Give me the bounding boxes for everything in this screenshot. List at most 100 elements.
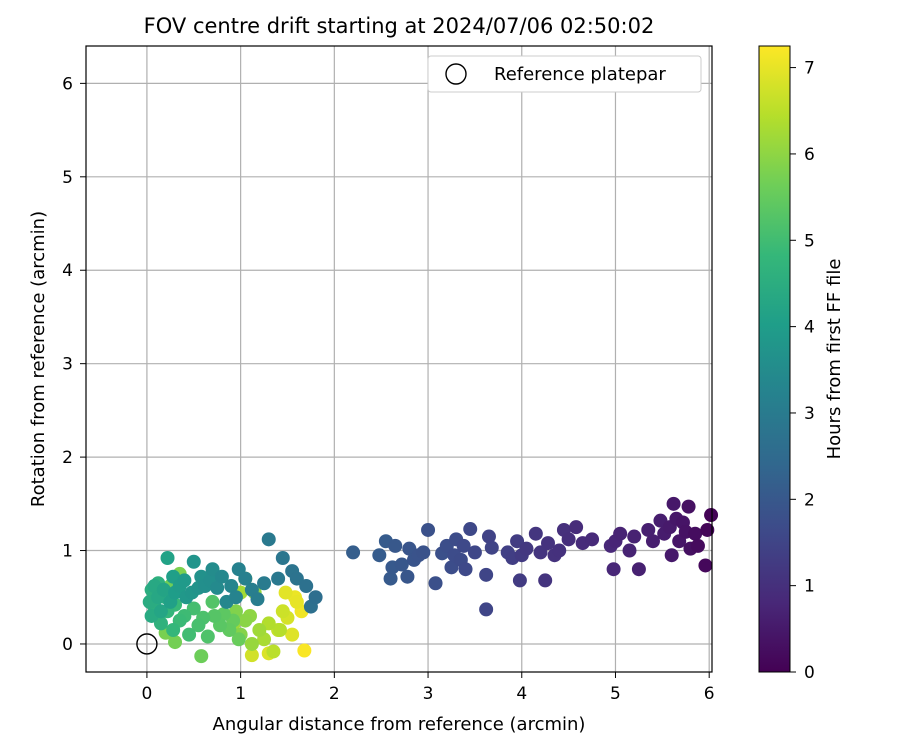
data-point	[261, 532, 276, 547]
data-point	[481, 529, 496, 544]
data-point	[428, 576, 443, 591]
x-axis-ticks: 0 1 2 3 4 5 6	[141, 672, 715, 704]
colorbar-tick-label: 5	[804, 231, 815, 251]
data-point	[207, 608, 222, 623]
data-point	[700, 522, 715, 537]
data-point	[458, 562, 473, 577]
data-point	[156, 582, 171, 597]
data-point	[510, 534, 525, 549]
colorbar-tick-label: 3	[804, 404, 815, 424]
data-point	[205, 562, 220, 577]
data-point	[533, 545, 548, 560]
data-point	[278, 585, 293, 600]
data-point	[479, 567, 494, 582]
data-point	[512, 573, 527, 588]
data-point	[186, 601, 201, 616]
x-tick-label: 0	[141, 684, 152, 704]
data-point	[645, 534, 660, 549]
data-point	[541, 536, 556, 551]
data-point	[271, 571, 286, 586]
data-point	[285, 627, 300, 642]
data-point	[528, 526, 543, 541]
y-axis-ticks: 0 1 2 3 4 5 6	[62, 74, 86, 655]
y-axis-label: Rotation from reference (arcmin)	[28, 211, 49, 507]
data-point	[210, 580, 225, 595]
data-point	[627, 529, 642, 544]
colorbar-tick-label: 2	[804, 490, 815, 510]
data-point	[228, 590, 243, 605]
data-point	[704, 508, 719, 523]
y-tick-label: 3	[62, 355, 73, 375]
x-tick-label: 4	[516, 684, 527, 704]
data-point	[272, 622, 287, 637]
y-tick-label: 0	[62, 635, 73, 655]
x-tick-label: 1	[235, 684, 246, 704]
data-point	[166, 622, 181, 637]
data-point	[250, 592, 265, 607]
y-tick-label: 1	[62, 542, 73, 562]
legend-box	[427, 55, 702, 93]
reference-marker	[136, 633, 158, 655]
colorbar-gradient	[758, 45, 791, 673]
data-point	[456, 538, 471, 553]
data-point	[252, 622, 267, 637]
data-point	[463, 522, 478, 537]
data-point	[519, 541, 534, 556]
x-axis-label: Angular distance from reference (arcmin)	[213, 714, 586, 735]
data-point	[346, 545, 361, 560]
data-point	[388, 538, 403, 553]
data-point	[613, 526, 628, 541]
data-point	[372, 548, 387, 563]
data-point	[244, 636, 259, 651]
y-tick-label: 5	[62, 168, 73, 188]
data-point	[275, 604, 290, 619]
reference-point	[136, 633, 158, 655]
data-point	[681, 499, 696, 514]
data-point	[308, 590, 323, 605]
data-point	[664, 548, 679, 563]
data-point	[205, 594, 220, 609]
data-point	[631, 562, 646, 577]
data-point	[383, 571, 398, 586]
data-point	[297, 643, 312, 658]
data-point	[289, 594, 304, 609]
x-tick-label: 2	[329, 684, 340, 704]
legend: Reference platepar	[427, 55, 702, 93]
data-point	[257, 576, 272, 591]
colorbar-tick-label: 1	[804, 577, 815, 597]
data-point	[561, 532, 576, 547]
data-point	[394, 557, 409, 572]
data-point	[467, 545, 482, 560]
x-tick-label: 5	[610, 684, 621, 704]
data-point	[238, 571, 253, 586]
data-point	[177, 573, 192, 588]
y-tick-label: 6	[62, 74, 73, 94]
data-point	[168, 635, 183, 650]
data-point	[421, 522, 436, 537]
data-point	[244, 648, 259, 663]
data-point	[275, 551, 290, 566]
data-point	[569, 520, 584, 535]
y-tick-label: 4	[62, 261, 73, 281]
legend-label: Reference platepar	[494, 64, 666, 85]
data-point	[606, 562, 621, 577]
data-point	[552, 543, 567, 558]
data-point	[688, 526, 703, 541]
x-tick-label: 3	[423, 684, 434, 704]
data-point	[160, 551, 175, 566]
data-point	[698, 558, 713, 573]
data-point	[641, 522, 656, 537]
data-point	[666, 496, 681, 511]
x-tick-label: 6	[704, 684, 715, 704]
data-point	[231, 632, 246, 647]
colorbar-ticks: 0 1 2 3 4 5 6 7	[790, 59, 815, 683]
colorbar: 0 1 2 3 4 5 6 7 Hours from first FF file	[758, 45, 845, 683]
colorbar-tick-label: 7	[804, 59, 815, 79]
data-point	[484, 540, 499, 555]
data-point	[238, 613, 253, 628]
data-point	[200, 629, 215, 644]
data-point	[224, 579, 239, 594]
colorbar-tick-label: 6	[804, 145, 815, 165]
data-point	[622, 543, 637, 558]
